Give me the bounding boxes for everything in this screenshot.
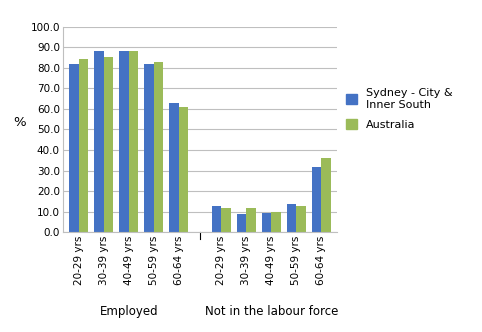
Bar [129,51,138,232]
Y-axis label: %: % [13,117,26,129]
Bar [104,57,113,232]
Bar [271,212,281,232]
Bar [312,167,321,232]
Bar [296,206,306,232]
Bar [94,51,104,232]
Bar [287,204,296,232]
Bar [321,158,331,232]
Bar [154,61,163,232]
Bar [237,214,246,232]
Text: Employed: Employed [100,305,158,318]
Bar [221,208,231,232]
Bar [246,208,256,232]
Bar [169,103,179,232]
Bar [262,213,271,232]
Bar [69,64,79,232]
Bar [144,64,154,232]
Bar [79,59,88,232]
Legend: Sydney - City &
Inner South, Australia: Sydney - City & Inner South, Australia [346,88,452,129]
Bar [212,206,221,232]
Bar [120,51,129,232]
Text: Not in the labour force: Not in the labour force [204,305,338,318]
Bar [179,107,188,232]
